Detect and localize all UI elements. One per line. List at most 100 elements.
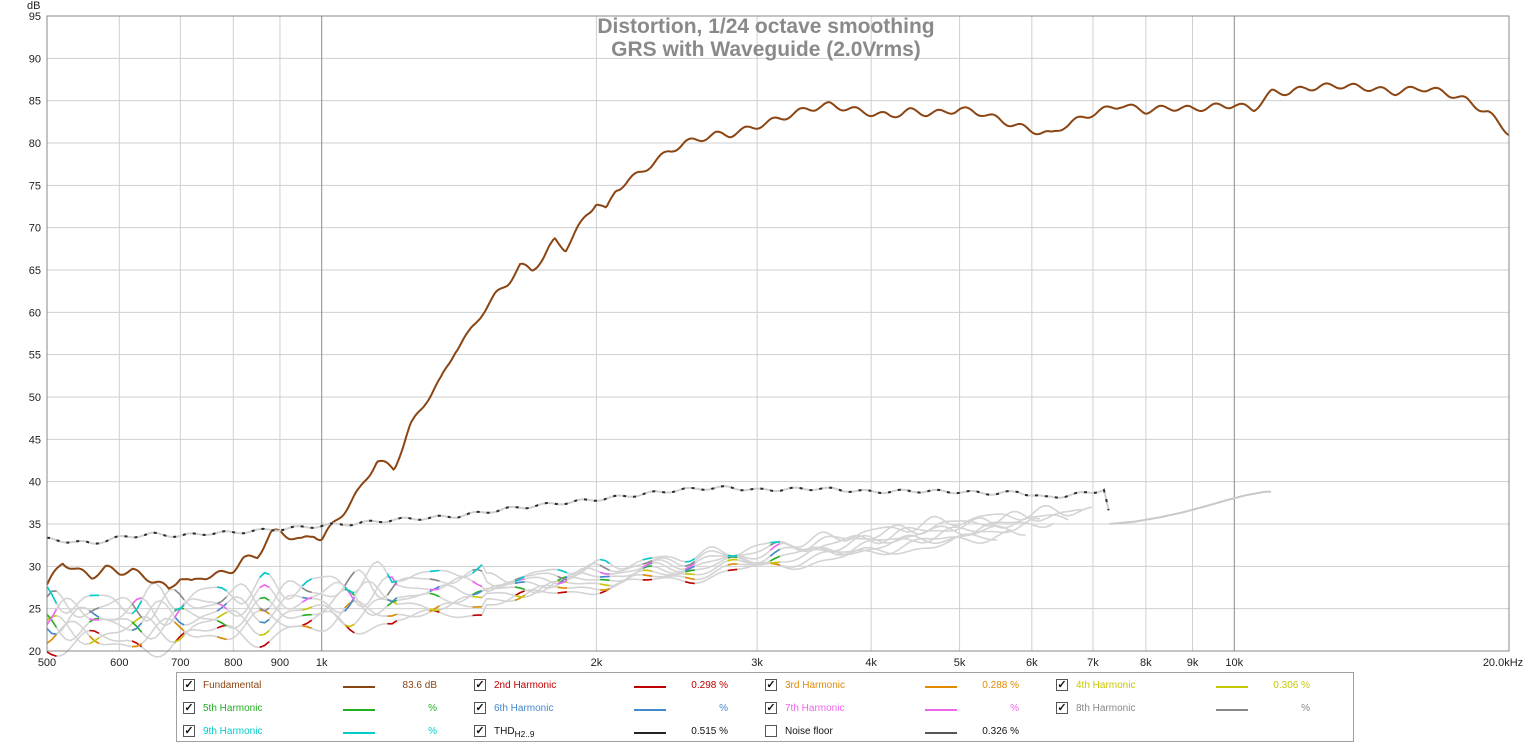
harmonic-segment <box>46 586 58 604</box>
y-tick-label: 35 <box>29 519 41 531</box>
legend-checkbox[interactable]: ✓ <box>183 725 195 737</box>
legend-checkbox[interactable]: ✓ <box>474 679 486 691</box>
harmonic-segment <box>600 588 610 591</box>
distortion-chart: 20 25 30 35 40 45 50 55 60 65 70 75 80 85 90 95 500 600 70… <box>27 0 1523 669</box>
legend-swatch <box>634 686 666 688</box>
harmonic-segment <box>429 588 440 591</box>
legend-item[interactable]: ✓ 3rd Harmonic 0.288 % <box>765 676 1050 696</box>
legend-item[interactable]: ✓ 7th Harmonic% <box>765 699 1050 719</box>
legend-checkbox[interactable]: ✓ <box>474 702 486 714</box>
legend-value: % <box>428 703 437 714</box>
harmonic-segment <box>301 619 313 627</box>
harmonic-segment <box>131 597 142 605</box>
harmonic-segment <box>387 620 398 625</box>
harmonic-segment <box>472 595 483 599</box>
harmonic-segment <box>89 606 100 614</box>
harmonic-segment <box>599 571 610 575</box>
legend-item[interactable]: ✓ 4th Harmonic 0.306 % <box>1056 676 1341 696</box>
legend-value: 0.515 % <box>691 726 728 737</box>
legend-item[interactable]: ✓ 6th Harmonic% <box>474 699 759 719</box>
legend-label-subscript: H2..9 <box>514 729 535 739</box>
chart-series <box>46 82 1510 590</box>
harmonic-segment <box>514 590 525 597</box>
harmonic-segment <box>259 640 270 649</box>
x-tick-label: 9k <box>1187 657 1199 669</box>
harmonic-segment <box>429 608 440 612</box>
harmonic-segment <box>727 554 738 558</box>
legend-label: 8th Harmonic <box>1076 703 1136 714</box>
legend-swatch <box>634 732 666 734</box>
harmonic-segment <box>557 575 568 581</box>
harmonic-segment <box>514 581 525 584</box>
harmonic-segment <box>770 541 780 544</box>
legend-item[interactable]: ✓ 8th Harmonic% <box>1056 699 1341 719</box>
harmonic-segment <box>599 558 611 565</box>
legend-label: Fundamental <box>203 680 262 691</box>
harmonic-segment <box>46 613 58 628</box>
legend-value: 0.288 % <box>982 680 1019 691</box>
harmonic-segment <box>429 605 440 613</box>
legend-checkbox[interactable]: ✓ <box>474 725 486 737</box>
harmonic-segment <box>132 643 142 648</box>
legend-swatch <box>925 732 957 734</box>
y-tick-label: 95 <box>29 11 41 23</box>
x-tick-label: 2k <box>591 657 603 669</box>
harmonic-segment <box>173 616 185 626</box>
y-tick-label: 50 <box>29 392 41 404</box>
harmonic-segment <box>259 571 270 579</box>
harmonic-segment <box>557 579 568 585</box>
legend-checkbox[interactable] <box>765 725 777 737</box>
legend-item[interactable]: ✓ THDH2..9 0.515 % <box>474 722 759 742</box>
harmonic-segment <box>387 597 398 603</box>
harmonic-segment <box>557 568 568 574</box>
harmonic-segment <box>429 592 440 598</box>
harmonic-segment <box>131 622 143 632</box>
x-tick-label: 10k <box>1225 657 1243 669</box>
legend-item[interactable]: ✓ 2nd Harmonic 0.298 % <box>474 676 759 696</box>
legend-checkbox[interactable]: ✓ <box>183 679 195 691</box>
harmonic-segment <box>769 555 781 562</box>
x-tick-label: 1k <box>316 657 328 669</box>
harmonic-segment <box>514 586 525 591</box>
legend-checkbox[interactable]: ✓ <box>183 702 195 714</box>
legend-value: 83.6 dB <box>402 680 437 691</box>
x-tick-label: 8k <box>1140 657 1152 669</box>
harmonic-segment <box>259 629 270 636</box>
legend-item[interactable]: ✓ Fundamental 83.6 dB <box>183 676 468 696</box>
legend-item[interactable]: Noise floor 0.326 % <box>765 722 1050 742</box>
legend-label: Noise floor <box>785 726 833 737</box>
legend-value: % <box>1301 703 1310 714</box>
legend-item[interactable]: ✓ 5th Harmonic% <box>183 699 468 719</box>
legend: ✓ Fundamental 83.6 dB ✓ 2nd Harmonic 0.298 % ✓… <box>176 672 1354 742</box>
legend-label: THDH2..9 <box>494 726 535 739</box>
legend-swatch <box>925 709 957 711</box>
series-thd-line <box>46 485 1110 545</box>
legend-label: 2nd Harmonic <box>494 680 557 691</box>
harmonic-segment <box>642 557 653 561</box>
harmonic-segment <box>46 608 58 626</box>
legend-label: 9th Harmonic <box>203 726 263 737</box>
legend-checkbox[interactable]: ✓ <box>765 702 777 714</box>
harmonic-segment <box>216 636 227 641</box>
harmonic-segment <box>217 586 228 592</box>
legend-checkbox[interactable]: ✓ <box>765 679 777 691</box>
harmonic-segment <box>684 560 696 567</box>
legend-swatch <box>343 732 375 734</box>
y-tick-label: 85 <box>29 96 41 108</box>
legend-checkbox[interactable]: ✓ <box>1056 679 1068 691</box>
legend-checkbox[interactable]: ✓ <box>1056 702 1068 714</box>
legend-item[interactable]: ✓ 9th Harmonic% <box>183 722 468 742</box>
y-tick-label: 75 <box>29 180 41 192</box>
harmonic-segment <box>301 587 312 594</box>
harmonic-trace <box>46 504 1092 615</box>
harmonic-segment <box>472 580 483 588</box>
legend-label: 6th Harmonic <box>494 703 554 714</box>
harmonic-segment <box>216 602 228 612</box>
harmonic-segment <box>344 586 355 594</box>
harmonic-segment <box>429 578 440 582</box>
legend-label: 4th Harmonic <box>1076 680 1136 691</box>
harmonic-segment <box>302 613 312 617</box>
harmonic-segment <box>259 607 270 612</box>
harmonic-segment <box>642 559 653 565</box>
harmonic-traces <box>46 504 1092 658</box>
